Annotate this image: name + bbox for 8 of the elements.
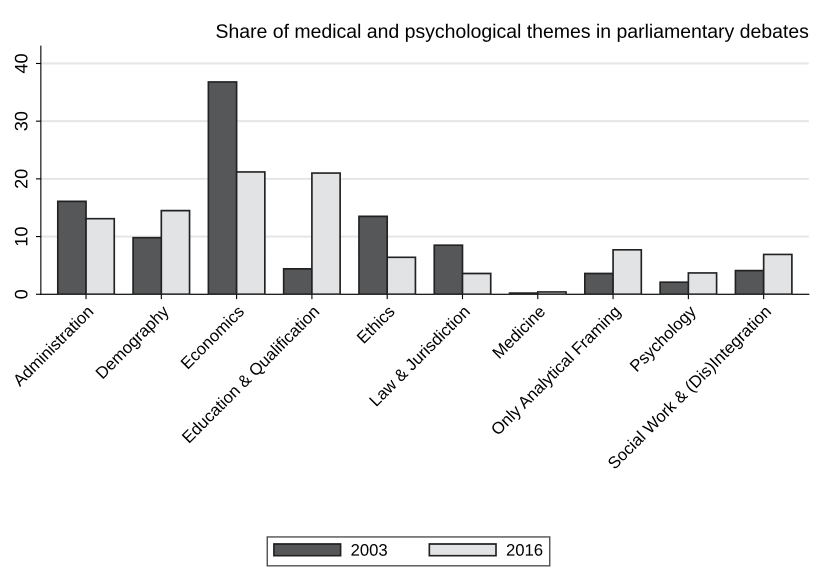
legend-label: 2016 xyxy=(506,544,542,556)
y-tick-label: 40 xyxy=(14,54,28,74)
y-tick-label: 10 xyxy=(14,227,28,246)
y-tick-label: 30 xyxy=(14,112,28,131)
legend-label: 2003 xyxy=(351,544,387,556)
chart-title: Share of medical and psychological themes in parliamentary debates xyxy=(216,24,808,42)
y-tick-label: 20 xyxy=(14,170,28,188)
y-tick-label: 0 xyxy=(14,290,28,299)
